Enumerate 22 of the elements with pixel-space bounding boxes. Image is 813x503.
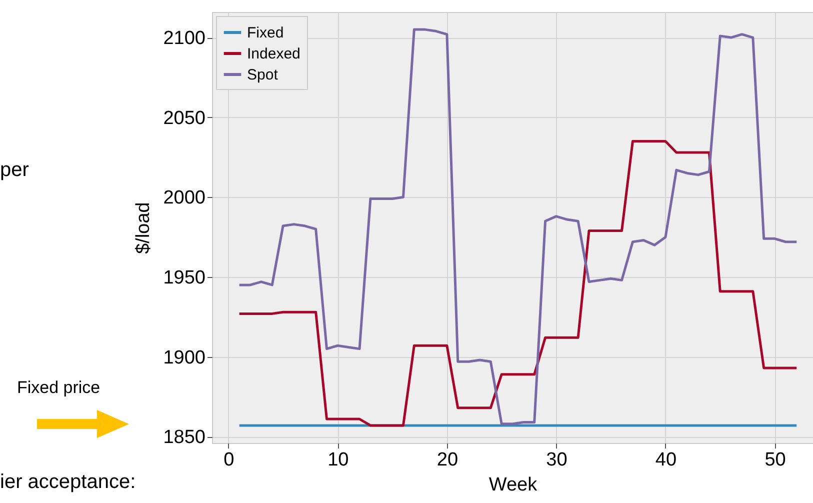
legend-label: Fixed — [247, 24, 284, 42]
x-tick-label: 10 — [328, 450, 349, 470]
line-series — [238, 140, 798, 427]
x-tick-label: 0 — [224, 450, 234, 470]
y-axis-title: $/load — [133, 202, 154, 254]
x-axis-title: Week — [488, 474, 538, 496]
x-tick-label: 40 — [655, 450, 677, 470]
legend-label: Spot — [247, 66, 279, 84]
line-series — [238, 28, 798, 426]
y-tick-label: 2050 — [163, 108, 206, 129]
y-tick-label: 2000 — [163, 188, 206, 209]
x-tick-label: 30 — [546, 450, 568, 470]
y-tick-label: 1900 — [163, 347, 206, 368]
legend-label: Indexed — [247, 46, 300, 62]
y-tick-label: 1950 — [163, 267, 206, 288]
text: Fixed price — [17, 378, 100, 397]
x-tick-label: 50 — [764, 450, 786, 470]
x-tick-label: 20 — [436, 450, 458, 470]
text: ier acceptance: — [0, 471, 136, 493]
text: per — [0, 159, 30, 181]
y-tick-label: 1850 — [163, 427, 206, 448]
y-tick-label: 2100 — [163, 28, 206, 50]
